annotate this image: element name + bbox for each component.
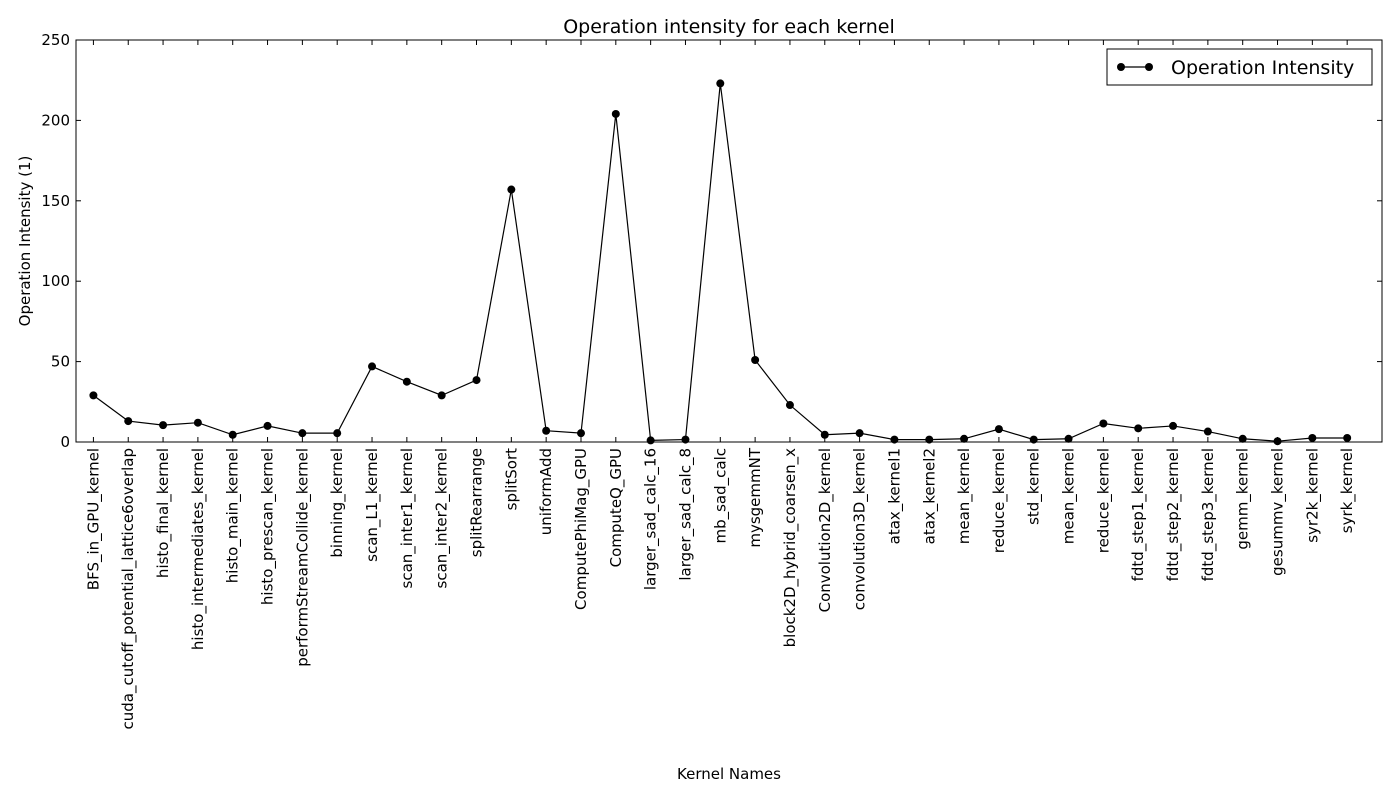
data-point xyxy=(785,401,794,410)
data-point xyxy=(855,429,864,438)
x-tick-label: performStreamCollide_kernel xyxy=(293,448,312,667)
chart-title: Operation intensity for each kernel xyxy=(563,16,895,38)
x-tick-label: reduce_kernel xyxy=(990,448,1009,553)
x-tick-label: uniformAdd xyxy=(537,448,555,535)
x-tick-label: ComputeQ_GPU xyxy=(607,448,626,567)
data-point xyxy=(263,421,272,430)
x-tick-label: fdtd_step3_kernel xyxy=(1199,448,1218,581)
data-point xyxy=(437,391,446,400)
x-tick-label: cuda_cutoff_potential_lattice6overlap xyxy=(119,448,138,729)
x-tick-label: histo_prescan_kernel xyxy=(259,448,278,605)
x-tick-label: fdtd_step2_kernel xyxy=(1164,448,1183,581)
x-tick-label: Convolution2D_kernel xyxy=(816,448,835,612)
x-tick-label: mysgemmNT xyxy=(746,447,764,547)
y-tick-label: 50 xyxy=(51,353,70,371)
y-tick-label: 0 xyxy=(60,433,70,451)
x-tick-label: ComputePhiMag_GPU xyxy=(572,448,591,610)
x-tick-label: std_kernel xyxy=(1025,448,1044,525)
data-point xyxy=(507,185,516,194)
x-tick-label: atax_kernel2 xyxy=(920,448,939,544)
x-tick-label: atax_kernel1 xyxy=(885,448,904,544)
x-axis: BFS_in_GPU_kernel cuda_cutoff_potential_l… xyxy=(84,40,1357,729)
x-tick-label: fdtd_step1_kernel xyxy=(1129,448,1148,581)
x-tick-label: gesummv_kernel xyxy=(1269,448,1288,576)
data-point xyxy=(751,355,760,364)
y-axis-label: Operation Intensity (1) xyxy=(16,156,34,327)
x-tick-label: convolution3D_kernel xyxy=(851,448,870,610)
data-point xyxy=(159,421,168,430)
x-tick-label: histo_final_kernel xyxy=(154,448,173,578)
x-tick-label: mb_sad_calc xyxy=(711,448,730,544)
data-point xyxy=(298,429,307,438)
data-point xyxy=(89,391,98,400)
series-line-0 xyxy=(93,83,1348,442)
data-point xyxy=(542,426,551,435)
y-tick-label: 250 xyxy=(41,31,70,49)
plot-frame xyxy=(75,39,1383,443)
x-axis-label: Kernel Names xyxy=(677,765,781,783)
x-tick-label: syrk_kernel xyxy=(1338,448,1357,533)
x-tick-label: scan_L1_kernel xyxy=(363,448,382,562)
y-tick-label: 200 xyxy=(41,111,70,129)
x-tick-label: scan_inter1_kernel xyxy=(398,448,417,588)
legend-marker-left xyxy=(1117,63,1125,71)
x-tick-label: splitRearrange xyxy=(468,448,486,557)
data-point xyxy=(1169,421,1178,430)
x-tick-label: histo_intermediates_kernel xyxy=(189,448,208,650)
x-tick-label: gemm_kernel xyxy=(1234,448,1253,550)
legend-marker-right xyxy=(1145,63,1153,71)
data-point xyxy=(124,417,133,426)
data-point xyxy=(228,430,237,439)
y-axis: 0 50 100 150 200 250 xyxy=(41,31,1382,451)
x-tick-label: binning_kernel xyxy=(328,448,347,558)
data-point xyxy=(994,425,1003,434)
x-tick-label: mean_kernel xyxy=(955,448,974,544)
data-point xyxy=(402,377,411,386)
data-point xyxy=(576,429,585,438)
x-tick-label: histo_main_kernel xyxy=(224,448,243,583)
legend: Operation Intensity xyxy=(1106,48,1373,86)
data-point xyxy=(716,79,725,88)
y-tick-label: 100 xyxy=(41,272,70,290)
chart-marks xyxy=(89,79,1352,446)
legend-label: Operation Intensity xyxy=(1171,57,1354,79)
data-point xyxy=(1099,419,1108,428)
x-tick-label: syr2k_kernel xyxy=(1303,448,1322,543)
data-point xyxy=(193,418,202,427)
data-point xyxy=(333,429,342,438)
data-point xyxy=(1203,427,1212,436)
data-point xyxy=(368,362,377,371)
x-tick-label: mean_kernel xyxy=(1060,448,1079,544)
data-point xyxy=(820,430,829,439)
x-tick-label: splitSort xyxy=(502,448,520,510)
data-point xyxy=(472,376,481,385)
x-tick-label: BFS_in_GPU_kernel xyxy=(84,448,103,590)
x-tick-label: larger_sad_calc_8 xyxy=(676,448,695,581)
x-tick-label: block2D_hybrid_coarsen_x xyxy=(781,448,800,647)
data-point xyxy=(1134,424,1143,433)
x-tick-label: reduce_kernel xyxy=(1094,448,1113,553)
x-tick-label: scan_inter2_kernel xyxy=(433,448,452,588)
y-tick-label: 150 xyxy=(41,192,70,210)
x-tick-label: larger_sad_calc_16 xyxy=(642,448,661,590)
data-point xyxy=(611,109,620,118)
